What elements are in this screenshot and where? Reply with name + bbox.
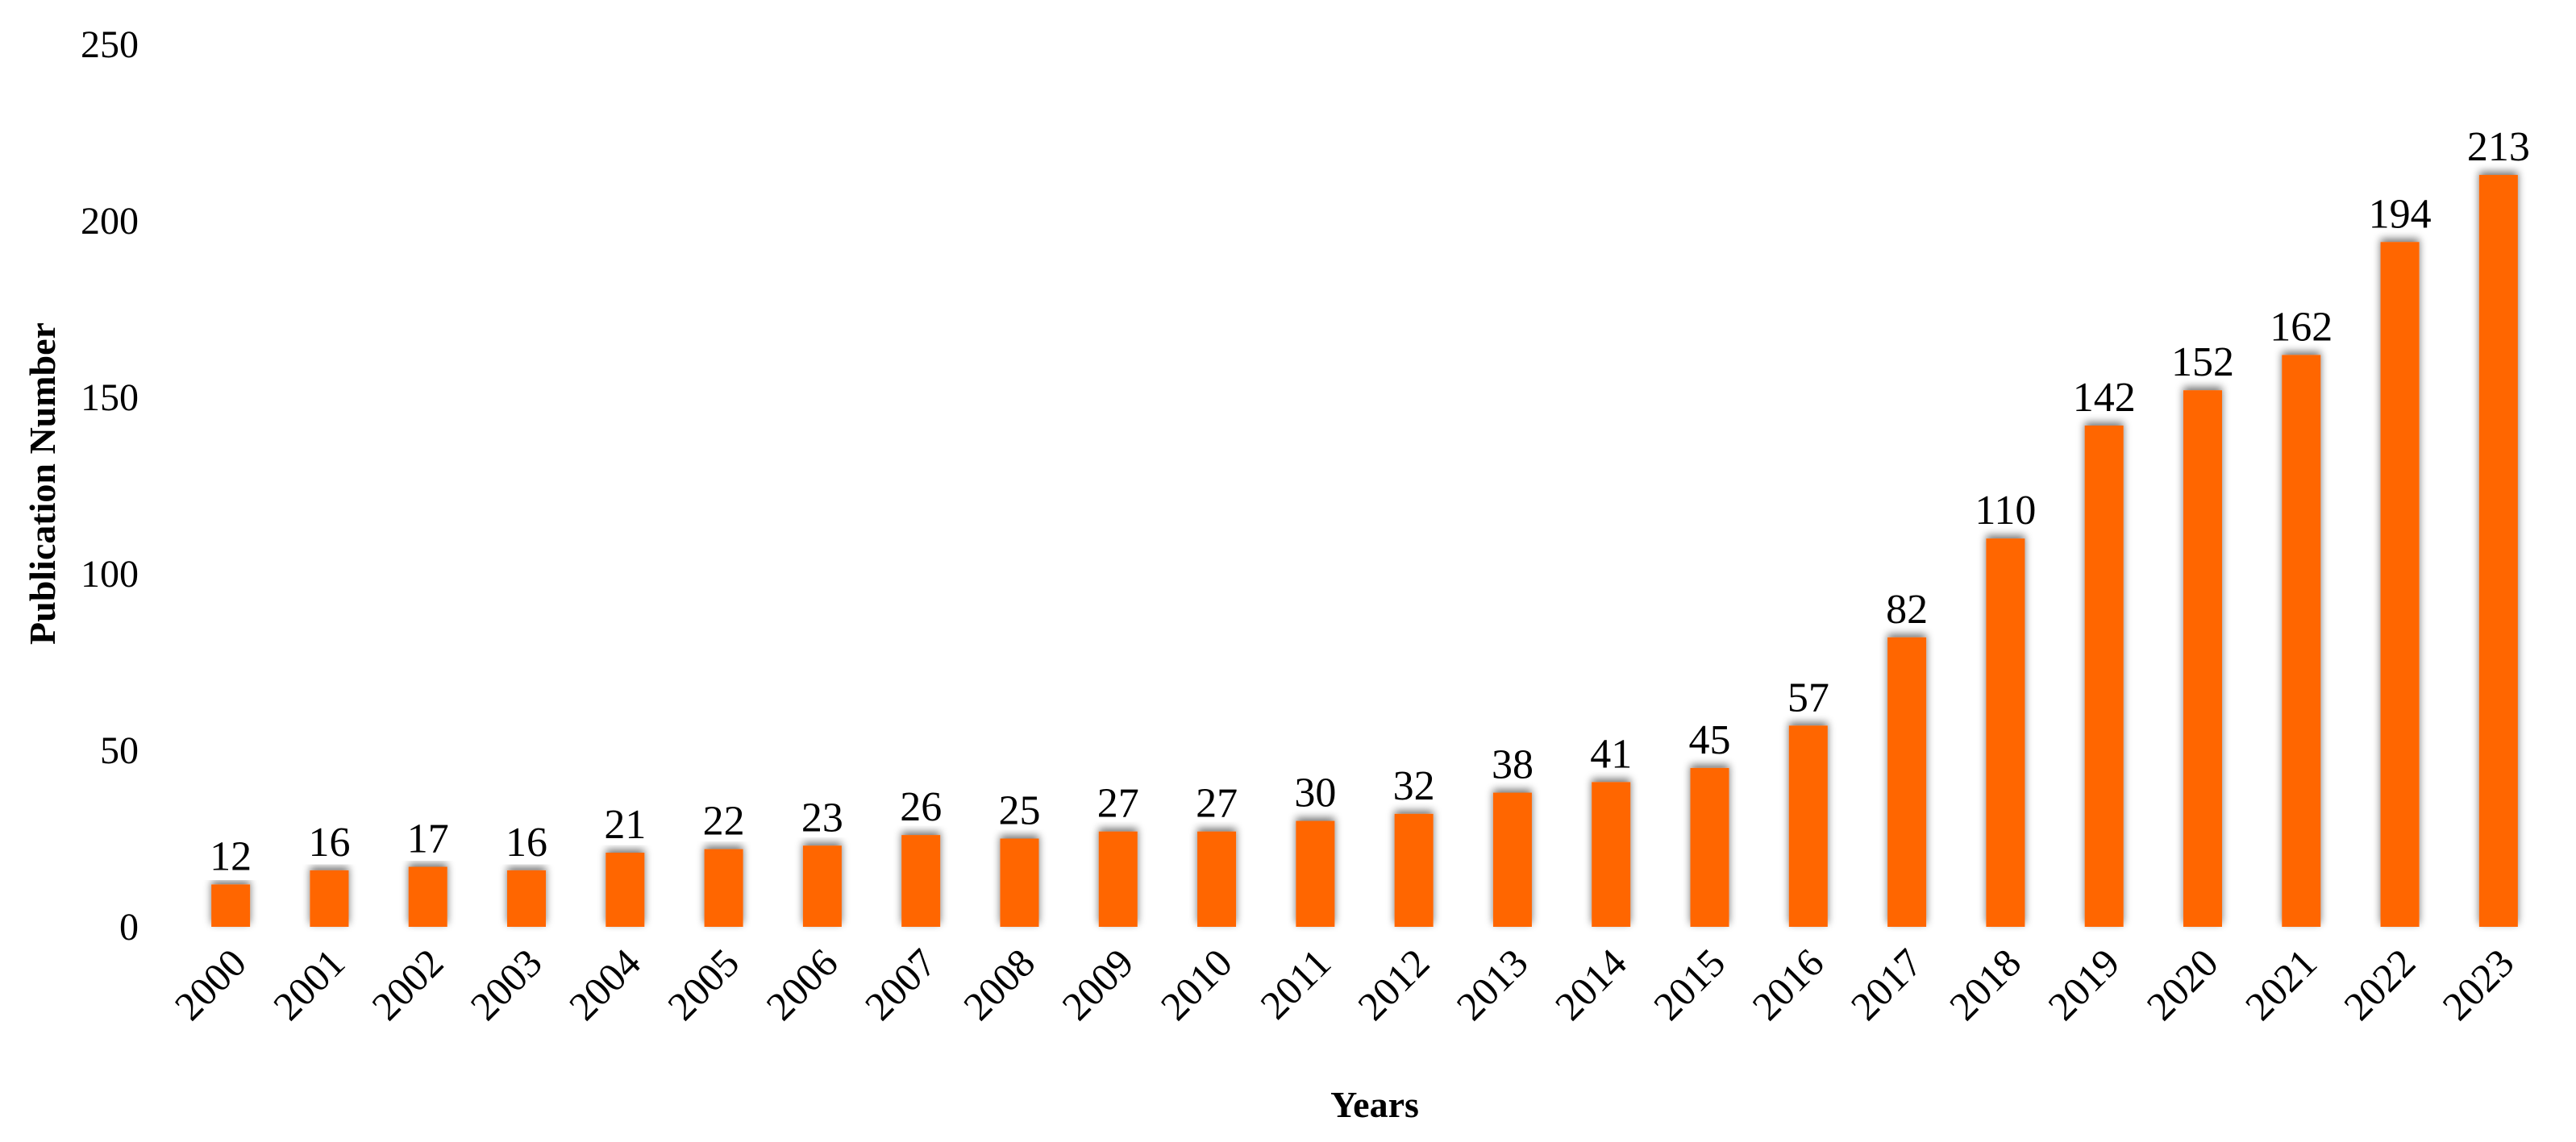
data-label: 12	[210, 833, 252, 879]
data-label: 16	[506, 820, 547, 866]
x-axis-ticks: 2000 2001 2002 2003 2004 2005 2006 2007 2008 2009…	[166, 940, 2523, 1028]
bar	[2084, 426, 2124, 927]
bar	[1394, 813, 1434, 927]
y-tick-label: 250	[81, 23, 139, 66]
bar	[408, 866, 447, 927]
y-axis-ticks: 0 50 100 150 200 250	[81, 23, 139, 949]
bar	[606, 853, 645, 927]
bar	[1098, 831, 1138, 927]
x-tick-label: 2007	[856, 940, 945, 1028]
data-label: 30	[1294, 770, 1336, 816]
data-label: 110	[1975, 488, 2036, 534]
x-tick-label: 2021	[2237, 940, 2325, 1028]
x-tick-label: 2022	[2335, 940, 2424, 1028]
data-label: 23	[801, 795, 843, 841]
x-tick-label: 2003	[461, 940, 550, 1028]
x-tick-label: 2005	[659, 940, 747, 1028]
x-tick-label: 2013	[1447, 940, 1536, 1028]
bar	[1788, 725, 1828, 927]
bar	[1197, 831, 1237, 927]
bar	[1492, 792, 1532, 927]
x-tick-label: 2004	[560, 940, 649, 1028]
bar	[1592, 782, 1631, 927]
x-tick-label: 2012	[1349, 940, 1438, 1028]
y-tick-label: 150	[81, 376, 139, 419]
x-tick-label: 2000	[166, 940, 255, 1028]
data-label: 152	[2171, 339, 2234, 385]
x-tick-label: 2006	[757, 940, 846, 1028]
y-tick-label: 0	[119, 906, 139, 949]
data-label: 142	[2073, 375, 2136, 421]
x-tick-label: 2014	[1546, 940, 1635, 1028]
bars	[211, 175, 2518, 927]
data-label: 25	[998, 788, 1040, 834]
bar	[1887, 637, 1927, 927]
bar	[310, 870, 349, 927]
data-label: 17	[407, 816, 449, 862]
x-tick-label: 2002	[363, 940, 452, 1028]
x-tick-label: 2019	[2039, 940, 2128, 1028]
bar	[2183, 390, 2222, 927]
x-tick-label: 2011	[1251, 940, 1339, 1028]
data-label: 194	[2369, 191, 2432, 237]
bar	[2380, 242, 2420, 927]
data-label: 57	[1787, 675, 1829, 720]
x-tick-label: 2009	[1053, 940, 1142, 1028]
data-label: 22	[703, 799, 745, 845]
data-label: 32	[1393, 763, 1435, 809]
x-tick-label: 2008	[955, 940, 1043, 1028]
bar	[1000, 838, 1039, 927]
data-label: 213	[2467, 124, 2530, 170]
data-label: 41	[1590, 731, 1632, 777]
bar	[2282, 355, 2321, 927]
data-label: 38	[1492, 742, 1534, 788]
data-label: 45	[1689, 717, 1731, 763]
data-label: 82	[1886, 587, 1928, 633]
x-tick-label: 2015	[1645, 940, 1733, 1028]
data-label: 27	[1097, 781, 1139, 827]
x-tick-label: 2020	[2137, 940, 2226, 1028]
data-labels: 12 16 17 16 21 22 23 26 25 27 27 30 32 38 41 45 57 82 110 1…	[210, 124, 2530, 879]
data-label: 27	[1196, 781, 1238, 827]
bar	[802, 845, 842, 927]
x-tick-label: 2018	[1941, 940, 2029, 1028]
x-tick-label: 2017	[1842, 940, 1931, 1028]
bar	[2478, 175, 2518, 927]
bar	[1690, 767, 1729, 927]
data-label: 26	[900, 784, 942, 830]
bar	[507, 870, 547, 927]
bar	[704, 849, 743, 927]
y-tick-label: 200	[81, 200, 139, 243]
bar	[901, 835, 941, 927]
x-tick-label: 2010	[1152, 940, 1241, 1028]
x-tick-label: 2001	[264, 940, 353, 1028]
data-label: 21	[604, 802, 646, 848]
data-label: 162	[2270, 304, 2333, 350]
y-tick-label: 50	[100, 729, 139, 772]
x-axis-title: Years	[1330, 1084, 1419, 1125]
bar	[1986, 538, 2025, 927]
bar	[211, 884, 251, 927]
x-tick-label: 2023	[2433, 940, 2522, 1028]
data-label: 16	[308, 820, 350, 866]
y-axis-title: Publication Number	[22, 322, 63, 645]
y-tick-label: 100	[81, 553, 139, 596]
x-tick-label: 2016	[1743, 940, 1832, 1028]
bar	[1296, 820, 1335, 927]
